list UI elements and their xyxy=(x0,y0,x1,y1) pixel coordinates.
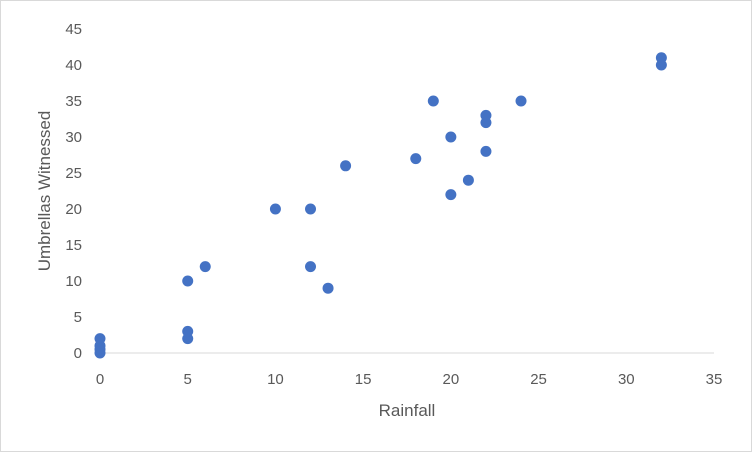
data-point xyxy=(445,131,457,143)
data-point xyxy=(410,153,422,165)
data-point xyxy=(199,261,211,273)
x-axis-title: Rainfall xyxy=(379,401,436,420)
y-tick-label: 45 xyxy=(65,21,82,38)
y-axis-ticks: 0 5 10 15 20 25 30 35 40 45 xyxy=(65,21,82,362)
data-point xyxy=(340,160,352,172)
y-tick-label: 40 xyxy=(65,57,82,74)
x-tick-label: 35 xyxy=(706,371,723,388)
x-tick-label: 10 xyxy=(267,371,284,388)
x-tick-label: 30 xyxy=(618,371,635,388)
x-tick-label: 20 xyxy=(443,371,460,388)
data-point xyxy=(655,59,667,71)
data-point xyxy=(269,203,281,215)
x-tick-label: 15 xyxy=(355,371,372,388)
data-point xyxy=(305,261,317,273)
y-tick-label: 25 xyxy=(65,165,82,182)
y-tick-label: 5 xyxy=(74,309,82,326)
y-tick-label: 0 xyxy=(74,345,82,362)
y-axis-title: Umbrellas Witnessed xyxy=(35,111,54,272)
x-tick-label: 5 xyxy=(184,371,192,388)
data-point xyxy=(445,189,457,201)
data-point xyxy=(462,174,474,186)
data-points xyxy=(94,52,667,359)
x-tick-label: 0 xyxy=(96,371,104,388)
data-point xyxy=(427,95,439,107)
data-point xyxy=(515,95,527,107)
y-tick-label: 30 xyxy=(65,129,82,146)
data-point xyxy=(322,282,334,294)
x-axis-ticks: 0 5 10 15 20 25 30 35 xyxy=(96,371,723,388)
data-point xyxy=(94,333,106,345)
data-point xyxy=(480,145,492,157)
data-point xyxy=(480,117,492,129)
data-point xyxy=(182,275,194,287)
x-tick-label: 25 xyxy=(530,371,547,388)
y-tick-label: 10 xyxy=(65,273,82,290)
data-point xyxy=(182,325,194,337)
y-tick-label: 35 xyxy=(65,93,82,110)
y-tick-label: 15 xyxy=(65,237,82,254)
data-point xyxy=(305,203,317,215)
y-tick-label: 20 xyxy=(65,201,82,218)
